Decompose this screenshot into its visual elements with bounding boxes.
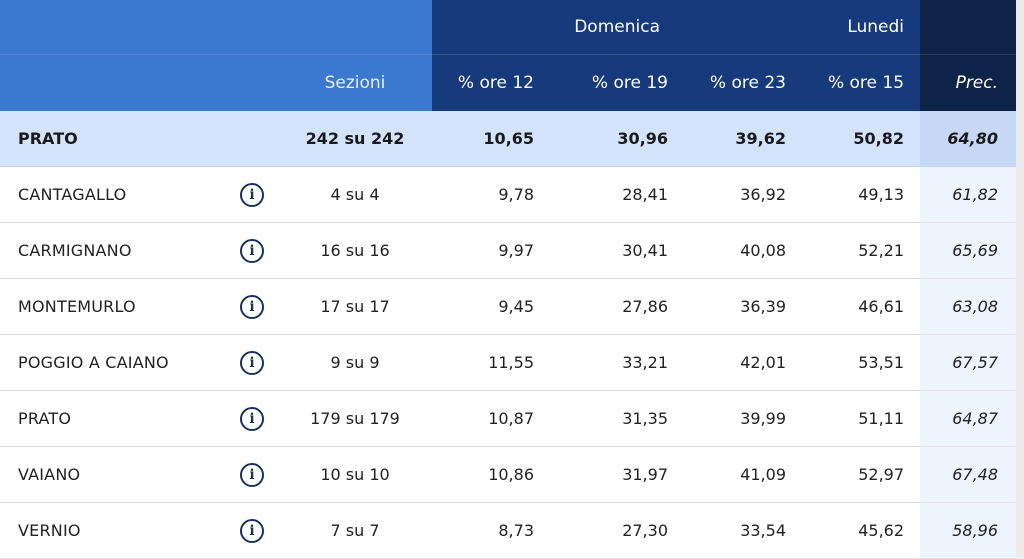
prec-cell: 61,82: [920, 166, 1017, 223]
ore12-cell: 9,45: [432, 278, 550, 335]
ore23-cell: 40,08: [684, 222, 802, 279]
ore12-cell: 10,86: [432, 446, 550, 503]
comune-name: PRATO: [0, 390, 226, 447]
column-header-ore12: % ore 12: [432, 54, 550, 111]
total-row: PRATO 242 su 242 10,65 30,96 39,62 50,82…: [0, 111, 1017, 167]
total-ore19: 30,96: [550, 111, 684, 167]
prec-cell: 65,69: [920, 222, 1017, 279]
column-header-ore19: % ore 19: [550, 54, 684, 111]
header-name-blank: [0, 54, 278, 111]
info-icon[interactable]: i: [240, 238, 264, 263]
ore19-cell: 30,41: [550, 222, 684, 279]
table-row: VERNIO i 7 su 7 8,73 27,30 33,54 45,62 5…: [0, 502, 1017, 559]
sezioni-cell: 16 su 16: [278, 222, 432, 279]
column-header-ore15: % ore 15: [802, 54, 921, 111]
ore23-cell: 36,92: [684, 166, 802, 223]
table-row: CANTAGALLO i 4 su 4 9,78 28,41 36,92 49,…: [0, 166, 1017, 223]
group-header-domenica: Domenica: [432, 0, 684, 55]
column-header-sezioni: Sezioni: [278, 54, 432, 111]
comune-name: POGGIO A CAIANO: [0, 334, 226, 391]
total-ore15: 50,82: [802, 111, 921, 167]
table-row: PRATO i 179 su 179 10,87 31,35 39,99 51,…: [0, 390, 1017, 447]
info-icon[interactable]: i: [240, 182, 264, 207]
ore23-cell: 33,54: [684, 502, 802, 559]
ore19-cell: 27,86: [550, 278, 684, 335]
info-icon[interactable]: i: [240, 518, 264, 543]
comune-name: CARMIGNANO: [0, 222, 226, 279]
prec-cell: 58,96: [920, 502, 1017, 559]
table-row: MONTEMURLO i 17 su 17 9,45 27,86 36,39 4…: [0, 278, 1017, 335]
ore19-cell: 28,41: [550, 166, 684, 223]
total-name: PRATO: [0, 111, 226, 167]
total-sezioni: 242 su 242: [278, 111, 432, 167]
prec-cell: 64,87: [920, 390, 1017, 447]
info-icon[interactable]: i: [240, 350, 264, 375]
comune-name: VERNIO: [0, 502, 226, 559]
column-header-prec: Prec.: [920, 54, 1017, 111]
table-header: Domenica Lunedi Sezioni % ore 12 % ore 1…: [0, 0, 1017, 111]
info-icon[interactable]: i: [240, 294, 264, 319]
total-prec: 64,80: [920, 111, 1017, 167]
prec-cell: 67,48: [920, 446, 1017, 503]
sezioni-cell: 7 su 7: [278, 502, 432, 559]
comune-name: VAIANO: [0, 446, 226, 503]
ore15-cell: 49,13: [802, 166, 921, 223]
table-body: PRATO 242 su 242 10,65 30,96 39,62 50,82…: [0, 111, 1017, 559]
right-edge-strip: [1016, 0, 1024, 559]
prec-cell: 67,57: [920, 334, 1017, 391]
table-row: POGGIO A CAIANO i 9 su 9 11,55 33,21 42,…: [0, 334, 1017, 391]
comune-name: MONTEMURLO: [0, 278, 226, 335]
sezioni-cell: 4 su 4: [278, 166, 432, 223]
prec-cell: 63,08: [920, 278, 1017, 335]
comune-name: CANTAGALLO: [0, 166, 226, 223]
ore15-cell: 45,62: [802, 502, 921, 559]
column-header-ore23: % ore 23: [684, 54, 802, 111]
ore12-cell: 9,97: [432, 222, 550, 279]
ore15-cell: 53,51: [802, 334, 921, 391]
ore19-cell: 33,21: [550, 334, 684, 391]
ore12-cell: 10,87: [432, 390, 550, 447]
sezioni-cell: 9 su 9: [278, 334, 432, 391]
total-ore23: 39,62: [684, 111, 802, 167]
total-info-empty: [226, 111, 278, 167]
info-icon[interactable]: i: [240, 406, 264, 431]
total-ore12: 10,65: [432, 111, 550, 167]
ore23-cell: 41,09: [684, 446, 802, 503]
table-row: CARMIGNANO i 16 su 16 9,97 30,41 40,08 5…: [0, 222, 1017, 279]
ore19-cell: 27,30: [550, 502, 684, 559]
ore15-cell: 46,61: [802, 278, 921, 335]
sezioni-cell: 10 su 10: [278, 446, 432, 503]
header-blank: [0, 0, 432, 55]
group-header-lunedi: Lunedi: [684, 0, 921, 55]
ore12-cell: 9,78: [432, 166, 550, 223]
ore19-cell: 31,97: [550, 446, 684, 503]
table-row: VAIANO i 10 su 10 10,86 31,97 41,09 52,9…: [0, 446, 1017, 503]
sezioni-cell: 17 su 17: [278, 278, 432, 335]
ore12-cell: 8,73: [432, 502, 550, 559]
ore15-cell: 52,97: [802, 446, 921, 503]
ore19-cell: 31,35: [550, 390, 684, 447]
ore15-cell: 52,21: [802, 222, 921, 279]
header-prec-blank: [920, 0, 1017, 55]
ore23-cell: 42,01: [684, 334, 802, 391]
ore15-cell: 51,11: [802, 390, 921, 447]
header-row-columns: Sezioni % ore 12 % ore 19 % ore 23 % ore…: [0, 54, 1017, 111]
sezioni-cell: 179 su 179: [278, 390, 432, 447]
info-icon[interactable]: i: [240, 462, 264, 487]
ore12-cell: 11,55: [432, 334, 550, 391]
header-row-groups: Domenica Lunedi: [0, 0, 1017, 55]
ore23-cell: 36,39: [684, 278, 802, 335]
ore23-cell: 39,99: [684, 390, 802, 447]
